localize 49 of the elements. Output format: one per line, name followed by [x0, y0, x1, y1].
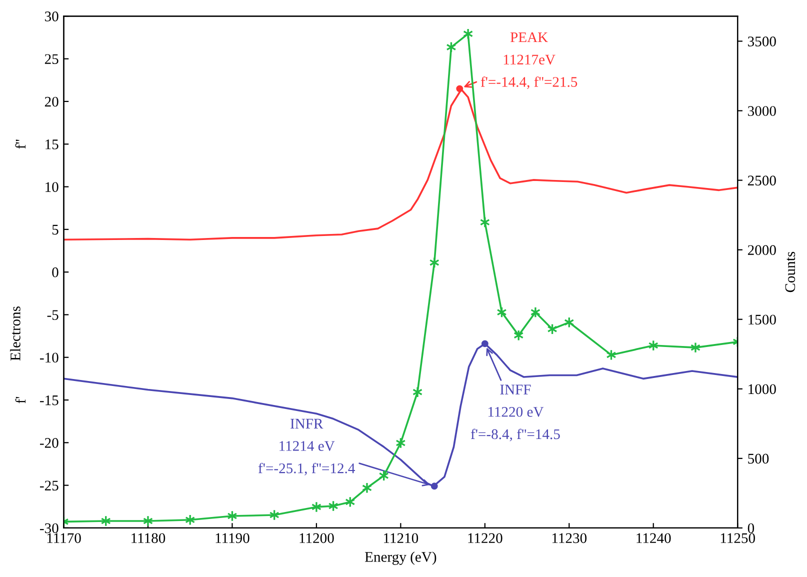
point	[690, 342, 701, 354]
x-axis-title: Energy (eV)	[364, 552, 436, 565]
annotation: INFR 11214 eV f'=-25.1, f''=12.4	[258, 418, 355, 476]
x-tick-label: 11180	[132, 533, 166, 544]
y2-tick-label: 1000	[748, 384, 776, 394]
x-tick-label: 11210	[384, 533, 418, 544]
y2-axis-title: Counts	[785, 252, 796, 292]
point	[463, 28, 474, 40]
x-tick-label: 11240	[636, 533, 671, 544]
point	[362, 482, 372, 494]
y2-tick-label: 2500	[748, 176, 776, 186]
x-tick-label: 11250	[720, 533, 755, 544]
annotation: INFF 11220 eV f'=-8.4, f''=14.5	[470, 384, 560, 442]
y-tick-label: 15	[46, 140, 58, 150]
annotation: PEAK 11217eV f'=-14.4, f''=21.5	[480, 32, 578, 89]
y-tick-label: -20	[40, 438, 58, 448]
y-axis-title: Electrons	[10, 306, 20, 361]
point	[422, 479, 430, 486]
x-tick-label: 11170	[47, 533, 81, 544]
text: f''	[15, 140, 26, 149]
y-tick-label: -30	[40, 523, 58, 534]
y2-tick-label: 1500	[748, 314, 776, 325]
y-tick-label: -10	[40, 352, 58, 363]
x-tick-label: 11230	[552, 533, 587, 544]
y2-tick-label: 3500	[748, 36, 776, 46]
point	[311, 501, 322, 513]
point	[412, 386, 423, 398]
y-tick-label: -25	[40, 480, 58, 491]
point	[530, 306, 540, 318]
y-tick-label: -5	[47, 310, 58, 320]
y-tick-label: 25	[44, 54, 58, 64]
x-tick-label: 11220	[468, 533, 502, 544]
y-tick-label: 20	[44, 96, 58, 107]
point	[481, 340, 488, 348]
point	[142, 515, 154, 527]
y-tick-label: -15	[40, 395, 58, 406]
y2-tick-label: 2000	[748, 245, 776, 256]
point	[456, 85, 464, 92]
text: f'	[15, 396, 26, 404]
y2-tick-label: 0	[748, 523, 754, 534]
y-tick-label: 30	[45, 12, 58, 22]
point	[430, 482, 438, 490]
x-tick-label: 11190	[216, 533, 250, 544]
y-tick-label: 0	[52, 267, 58, 278]
x-tick-label: 11200	[300, 533, 334, 544]
y2-tick-label: 3000	[748, 106, 776, 116]
y-tick-label: 5	[52, 224, 58, 235]
y-tick-label: 10	[46, 182, 58, 192]
y2-tick-label: 500	[748, 454, 769, 464]
